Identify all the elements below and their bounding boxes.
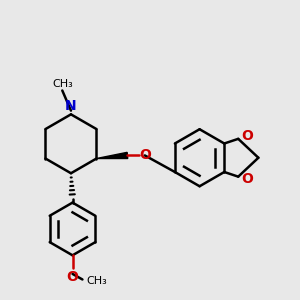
Text: CH₃: CH₃ — [86, 276, 107, 286]
Text: O: O — [241, 172, 253, 186]
Text: O: O — [67, 270, 79, 284]
Text: O: O — [139, 148, 151, 162]
Polygon shape — [97, 152, 128, 158]
Text: N: N — [65, 99, 77, 113]
Text: O: O — [241, 129, 253, 143]
Text: CH₃: CH₃ — [52, 79, 73, 89]
